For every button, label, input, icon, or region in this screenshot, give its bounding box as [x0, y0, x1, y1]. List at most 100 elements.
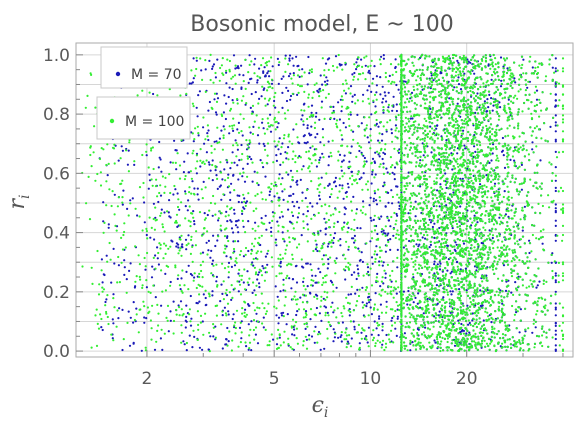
data-point — [502, 264, 506, 267]
data-point — [184, 190, 187, 193]
data-point — [247, 143, 250, 146]
data-point — [381, 343, 384, 346]
data-point — [388, 274, 392, 277]
data-point — [349, 345, 353, 348]
data-point — [535, 89, 539, 92]
data-point — [528, 80, 532, 83]
data-point — [433, 272, 436, 275]
data-point — [211, 290, 214, 293]
data-point — [394, 66, 397, 70]
data-point — [102, 201, 105, 204]
data-point — [254, 326, 258, 329]
data-point — [233, 124, 236, 127]
data-point — [520, 163, 524, 166]
data-point — [440, 71, 443, 75]
data-point — [179, 288, 182, 291]
data-point — [256, 79, 259, 82]
data-point — [283, 304, 286, 307]
data-point — [378, 260, 381, 263]
data-point — [375, 245, 378, 248]
data-point — [373, 161, 377, 164]
data-point — [302, 135, 305, 138]
data-point — [96, 322, 99, 325]
data-point — [429, 107, 432, 110]
data-point — [91, 282, 94, 285]
data-point — [277, 322, 280, 325]
data-point — [208, 350, 211, 353]
data-point — [360, 146, 363, 149]
data-point — [331, 139, 334, 142]
data-point — [274, 285, 277, 288]
data-point — [242, 95, 245, 98]
data-point — [240, 86, 243, 89]
data-point — [392, 234, 395, 237]
data-point — [320, 319, 323, 322]
data-point — [284, 57, 287, 60]
data-point — [352, 130, 355, 133]
data-point — [291, 142, 294, 145]
data-point — [450, 293, 453, 296]
data-point — [152, 92, 155, 96]
data-point — [429, 243, 432, 246]
data-point — [145, 317, 148, 320]
data-point — [375, 91, 378, 94]
data-point — [248, 126, 251, 129]
data-point — [288, 59, 291, 62]
data-point — [166, 210, 169, 213]
data-point — [331, 301, 334, 304]
data-point — [306, 83, 309, 86]
data-point — [258, 67, 261, 70]
data-point — [233, 326, 236, 329]
data-point — [301, 114, 304, 117]
data-point — [554, 344, 557, 347]
data-point — [229, 198, 232, 202]
data-point — [382, 125, 385, 128]
data-point — [252, 319, 256, 322]
data-point — [259, 159, 262, 162]
data-point — [246, 157, 249, 160]
data-point — [274, 91, 277, 95]
data-point — [185, 304, 188, 307]
data-point — [221, 310, 224, 313]
data-point — [101, 281, 104, 284]
data-point — [107, 223, 110, 226]
data-point — [279, 344, 282, 347]
data-point — [195, 56, 198, 59]
data-point — [342, 197, 345, 200]
data-point — [338, 177, 341, 180]
data-point — [100, 326, 103, 329]
data-point — [347, 293, 350, 296]
data-point — [305, 313, 308, 316]
data-point — [392, 260, 395, 263]
data-point — [211, 159, 214, 162]
data-point — [267, 302, 270, 305]
data-point — [383, 181, 386, 184]
data-point — [283, 112, 286, 115]
data-point — [424, 237, 427, 240]
data-point — [364, 64, 367, 67]
data-point — [118, 307, 121, 310]
data-point — [247, 249, 250, 253]
data-point — [340, 63, 343, 66]
data-point — [167, 330, 170, 333]
data-point — [293, 334, 296, 337]
data-point — [384, 71, 387, 75]
data-point — [202, 293, 205, 296]
data-point — [122, 233, 125, 237]
data-point — [299, 296, 302, 299]
data-point — [387, 80, 390, 83]
data-point — [265, 64, 268, 67]
data-point — [229, 191, 232, 194]
data-point — [390, 329, 393, 332]
data-point — [261, 121, 264, 124]
data-point — [346, 340, 349, 343]
data-point — [252, 125, 255, 128]
data-point — [198, 346, 201, 349]
data-point — [381, 339, 385, 342]
data-point — [334, 176, 337, 179]
data-point — [244, 341, 247, 344]
data-point — [277, 148, 280, 151]
data-point — [378, 317, 381, 320]
data-point — [242, 281, 245, 284]
data-point — [310, 284, 313, 287]
